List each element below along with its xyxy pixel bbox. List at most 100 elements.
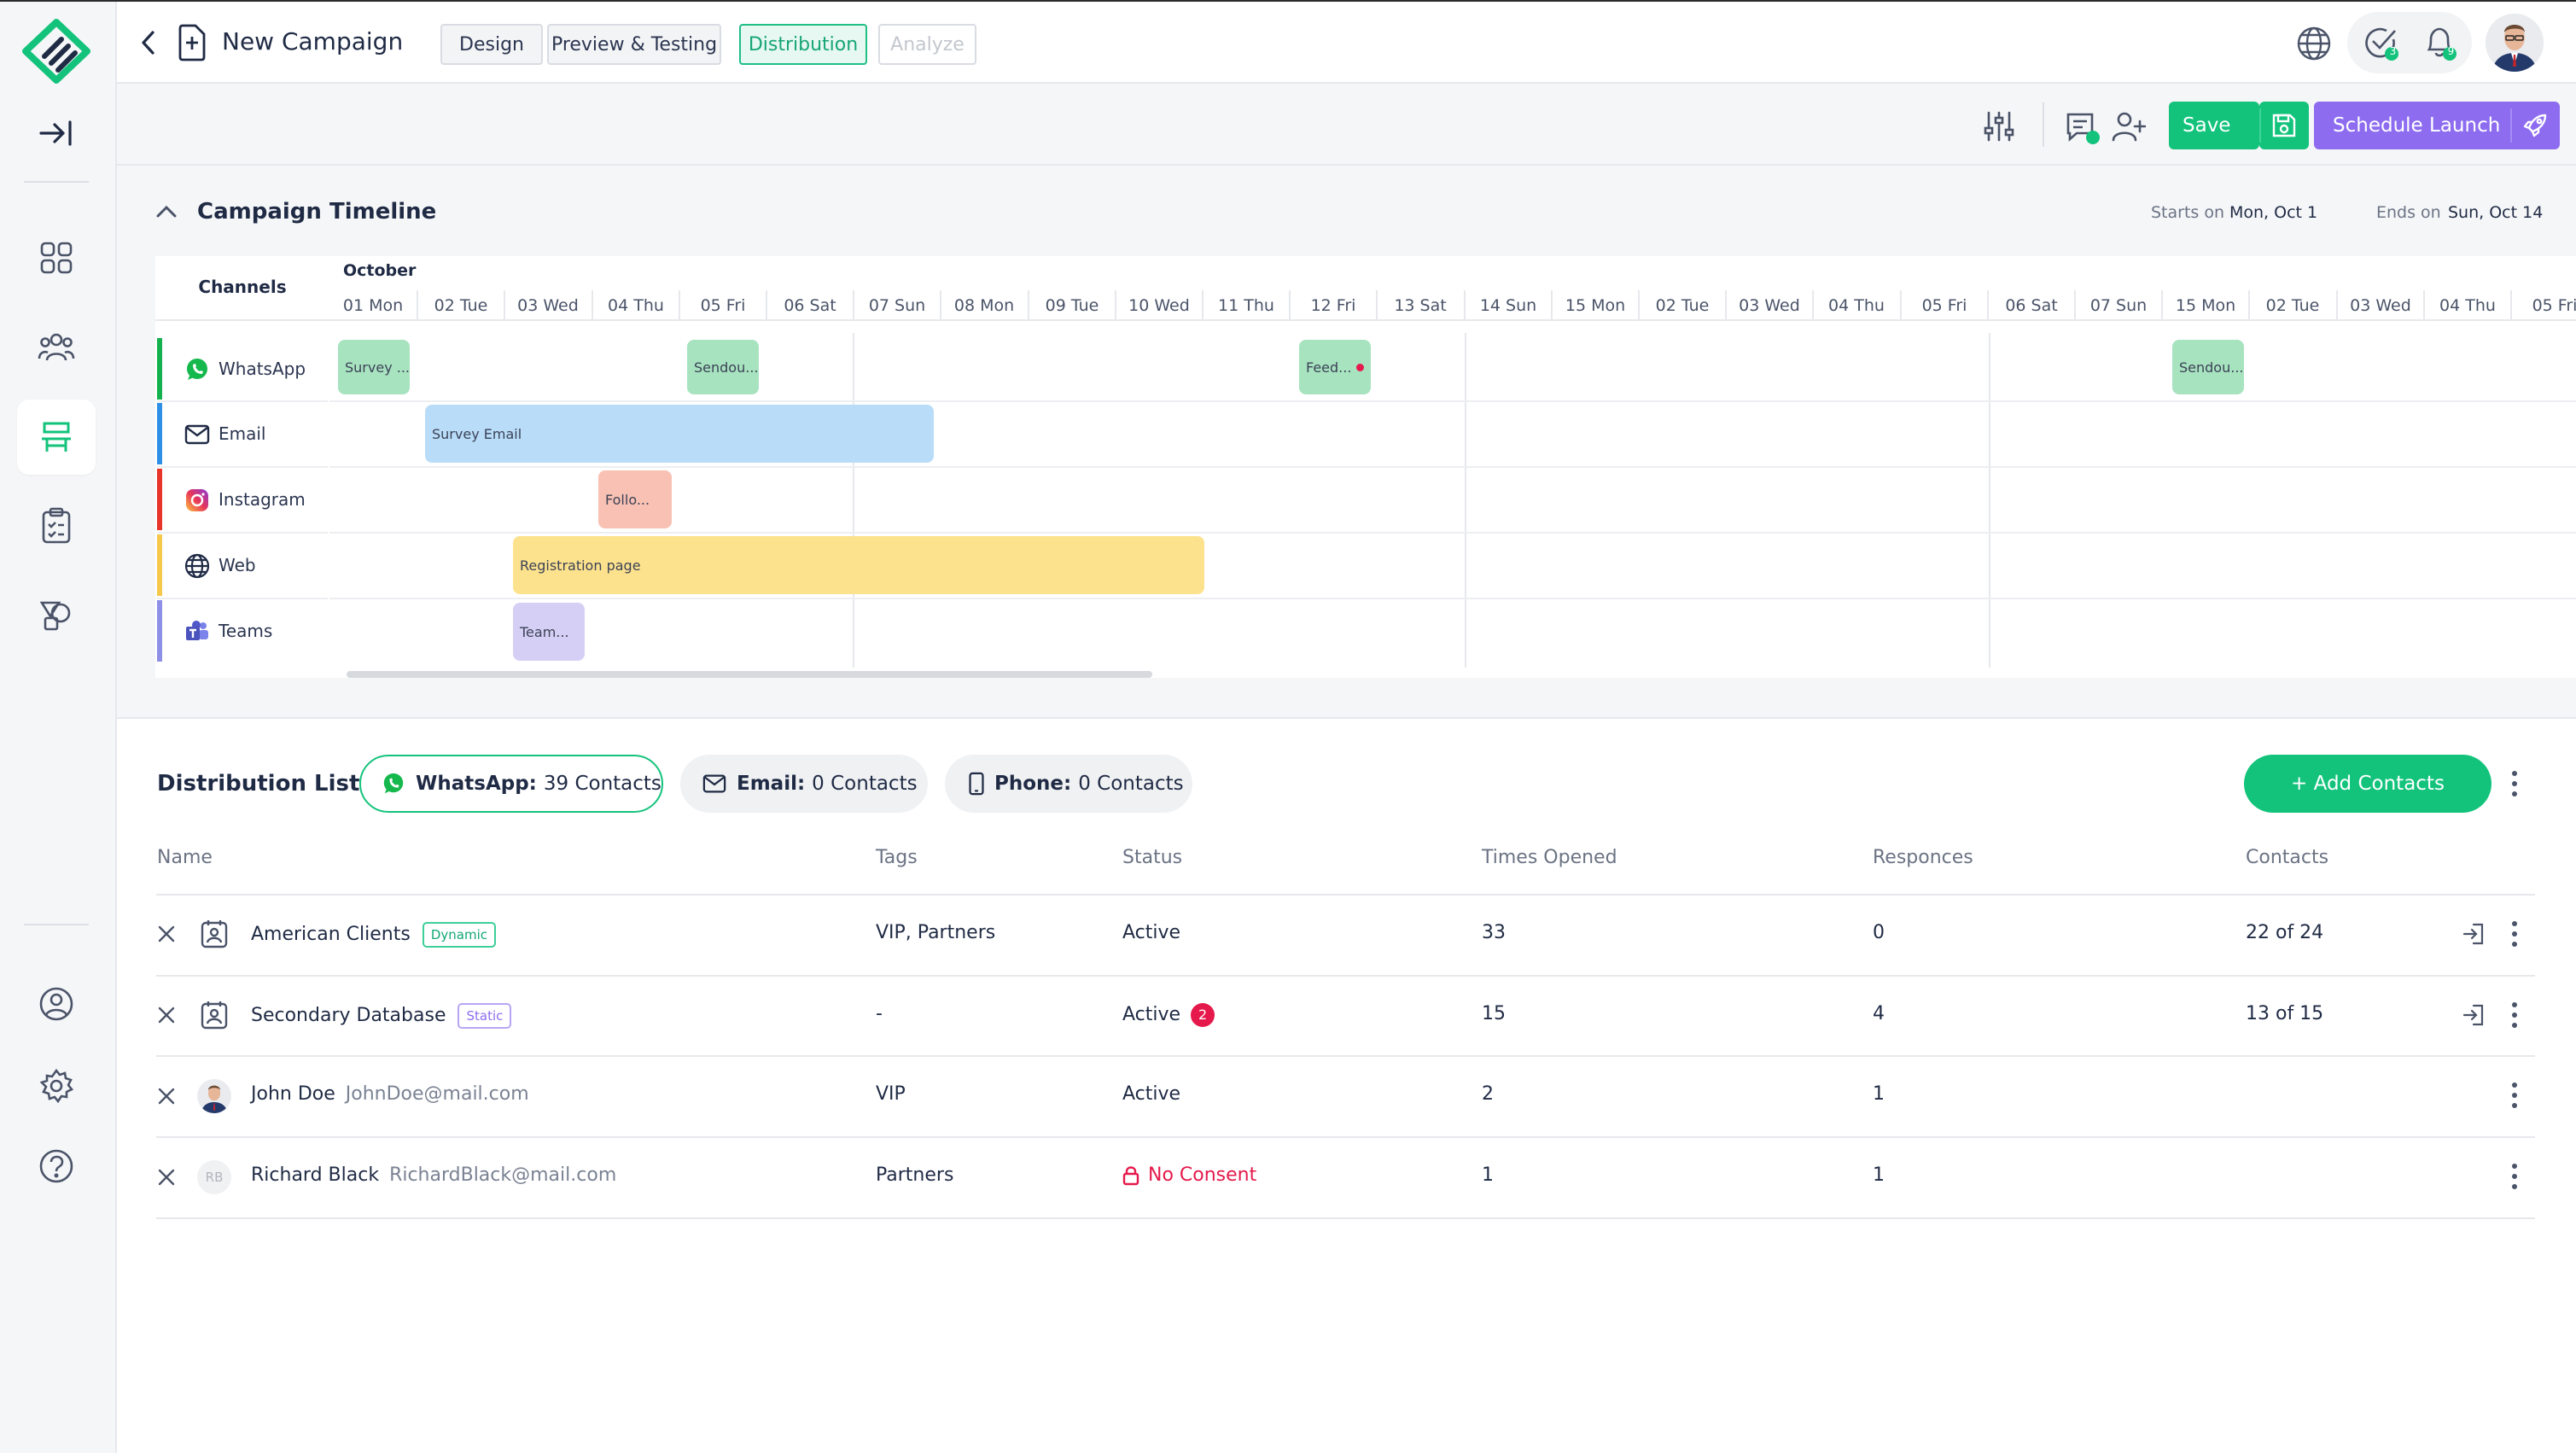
collapse-sidebar-icon[interactable] bbox=[17, 96, 96, 171]
day-header: 10 Wed bbox=[1115, 290, 1202, 321]
action-toolbar bbox=[117, 84, 2576, 166]
step-design[interactable]: Design bbox=[440, 24, 543, 65]
day-header: 14 Sun bbox=[1464, 290, 1551, 321]
tasks-check-icon[interactable] bbox=[2363, 24, 2400, 61]
contact-avatar bbox=[197, 1079, 231, 1113]
more-options-icon[interactable] bbox=[2509, 768, 2520, 799]
status-cell: Active bbox=[1122, 1083, 1181, 1105]
row-more-icon[interactable] bbox=[2509, 1000, 2520, 1030]
app-logo[interactable] bbox=[19, 17, 94, 85]
email-contacts-pill[interactable]: Email: 0 Contacts bbox=[680, 755, 928, 813]
responses-cell: 1 bbox=[1873, 1164, 1885, 1186]
shapes-icon[interactable] bbox=[17, 577, 96, 652]
channel-instagram[interactable]: Instagram bbox=[157, 469, 328, 530]
status-cell: Active bbox=[1122, 1004, 1181, 1025]
comments-icon[interactable] bbox=[2064, 109, 2101, 147]
rocket-icon[interactable] bbox=[2510, 102, 2560, 149]
channel-whatsapp[interactable]: WhatsApp bbox=[157, 338, 328, 400]
audience-icon[interactable] bbox=[17, 309, 96, 384]
remove-x-icon[interactable] bbox=[157, 925, 176, 943]
timeline-scrollbar[interactable] bbox=[347, 671, 1152, 678]
language-globe-icon[interactable] bbox=[2296, 26, 2332, 61]
col-times-opened[interactable]: Times Opened bbox=[1482, 847, 1617, 868]
open-list-icon[interactable] bbox=[2462, 1003, 2486, 1027]
remove-x-icon[interactable] bbox=[157, 1006, 176, 1024]
row-more-icon[interactable] bbox=[2509, 1080, 2520, 1111]
step-distribution[interactable]: Distribution bbox=[739, 24, 867, 65]
back-arrow-icon[interactable] bbox=[138, 29, 159, 56]
channel-teams[interactable]: Teams bbox=[157, 600, 328, 662]
day-header: 01 Mon bbox=[342, 296, 404, 315]
list-name: American Clients bbox=[251, 924, 411, 945]
open-list-icon[interactable] bbox=[2462, 922, 2486, 946]
ends-date: Sun, Oct 14 bbox=[2448, 203, 2544, 222]
event-whatsapp-feedback[interactable]: Feed... bbox=[1299, 340, 1371, 394]
remove-x-icon[interactable] bbox=[157, 1087, 176, 1106]
row-more-icon[interactable] bbox=[2509, 919, 2520, 949]
event-registration-page[interactable]: Registration page bbox=[513, 536, 1204, 594]
opened-cell: 15 bbox=[1482, 1003, 1506, 1024]
day-header: 04 Thu bbox=[1812, 290, 1899, 321]
help-icon[interactable] bbox=[17, 1129, 96, 1204]
day-header: 05 Fri bbox=[1900, 290, 1987, 321]
event-survey-email[interactable]: Survey Email bbox=[425, 405, 934, 463]
collapse-chevron-up-icon[interactable] bbox=[155, 203, 178, 220]
list-name: Secondary Database bbox=[251, 1005, 446, 1026]
col-tags[interactable]: Tags bbox=[876, 847, 918, 868]
campaign-title: New Campaign bbox=[222, 27, 404, 55]
notifications-bell-icon[interactable] bbox=[2421, 24, 2458, 61]
whatsapp-icon bbox=[382, 772, 405, 796]
col-responses[interactable]: Responces bbox=[1873, 847, 1973, 868]
day-header: 05 Fri bbox=[679, 290, 766, 321]
event-whatsapp-survey[interactable]: Survey ... bbox=[338, 340, 410, 394]
step-analyze[interactable]: Analyze bbox=[878, 24, 976, 65]
lock-icon bbox=[1122, 1165, 1139, 1186]
step-preview-testing[interactable]: Preview & Testing bbox=[547, 24, 721, 65]
filters-sliders-icon[interactable] bbox=[1982, 109, 2016, 143]
event-instagram-followup[interactable]: Follo... bbox=[598, 470, 672, 528]
tags-cell: Partners bbox=[876, 1164, 954, 1186]
day-header: 08 Mon bbox=[940, 290, 1027, 321]
new-file-icon bbox=[178, 24, 207, 61]
event-teams[interactable]: Team... bbox=[513, 603, 585, 661]
envelope-icon bbox=[702, 772, 726, 796]
distribution-title: Distribution Lists bbox=[157, 771, 373, 797]
static-tag: Static bbox=[458, 1003, 512, 1029]
alert-dot bbox=[1356, 363, 1365, 371]
event-whatsapp-sendout-2[interactable]: Sendou... bbox=[2172, 340, 2244, 394]
schedule-launch-button[interactable]: Schedule Launch bbox=[2314, 102, 2510, 149]
tasks-count-badge: 3 bbox=[2389, 45, 2397, 57]
starts-label: Starts on bbox=[2151, 203, 2225, 222]
profile-icon[interactable] bbox=[17, 966, 96, 1042]
phone-contacts-pill[interactable]: Phone: 0 Contacts bbox=[945, 755, 1192, 813]
col-contacts[interactable]: Contacts bbox=[2246, 847, 2329, 868]
dashboard-icon[interactable] bbox=[17, 220, 96, 295]
contact-name: John Doe bbox=[251, 1083, 335, 1105]
campaigns-icon[interactable] bbox=[17, 400, 96, 475]
timeline-title: Campaign Timeline bbox=[197, 199, 437, 225]
user-avatar[interactable] bbox=[2486, 14, 2544, 72]
day-header: 04 Thu bbox=[2423, 290, 2510, 321]
channel-email[interactable]: Email bbox=[157, 403, 328, 464]
phone-icon bbox=[967, 772, 986, 796]
save-button[interactable]: Save bbox=[2169, 102, 2259, 149]
save-floppy-icon[interactable] bbox=[2259, 102, 2309, 149]
opened-cell: 1 bbox=[1482, 1164, 1494, 1186]
col-status[interactable]: Status bbox=[1122, 847, 1183, 868]
col-name[interactable]: Name bbox=[157, 847, 213, 868]
channel-web[interactable]: Web bbox=[157, 534, 328, 596]
surveys-icon[interactable] bbox=[17, 488, 96, 563]
whatsapp-contacts-pill[interactable]: WhatsApp: 39 Contacts bbox=[359, 755, 663, 813]
tags-cell: - bbox=[876, 1003, 883, 1024]
contact-email: RichardBlack@mail.com bbox=[389, 1164, 617, 1186]
month-label: October bbox=[343, 261, 417, 280]
row-more-icon[interactable] bbox=[2509, 1161, 2520, 1192]
day-header: 04 Thu bbox=[592, 290, 679, 321]
settings-gear-icon[interactable] bbox=[17, 1048, 96, 1123]
teams-icon bbox=[184, 619, 210, 645]
event-whatsapp-sendout[interactable]: Sendou... bbox=[687, 340, 759, 394]
add-collaborator-icon[interactable] bbox=[2112, 109, 2146, 143]
remove-x-icon[interactable] bbox=[157, 1168, 176, 1187]
tags-cell: VIP, Partners bbox=[876, 922, 996, 943]
add-contacts-button[interactable]: + Add Contacts bbox=[2244, 755, 2491, 813]
